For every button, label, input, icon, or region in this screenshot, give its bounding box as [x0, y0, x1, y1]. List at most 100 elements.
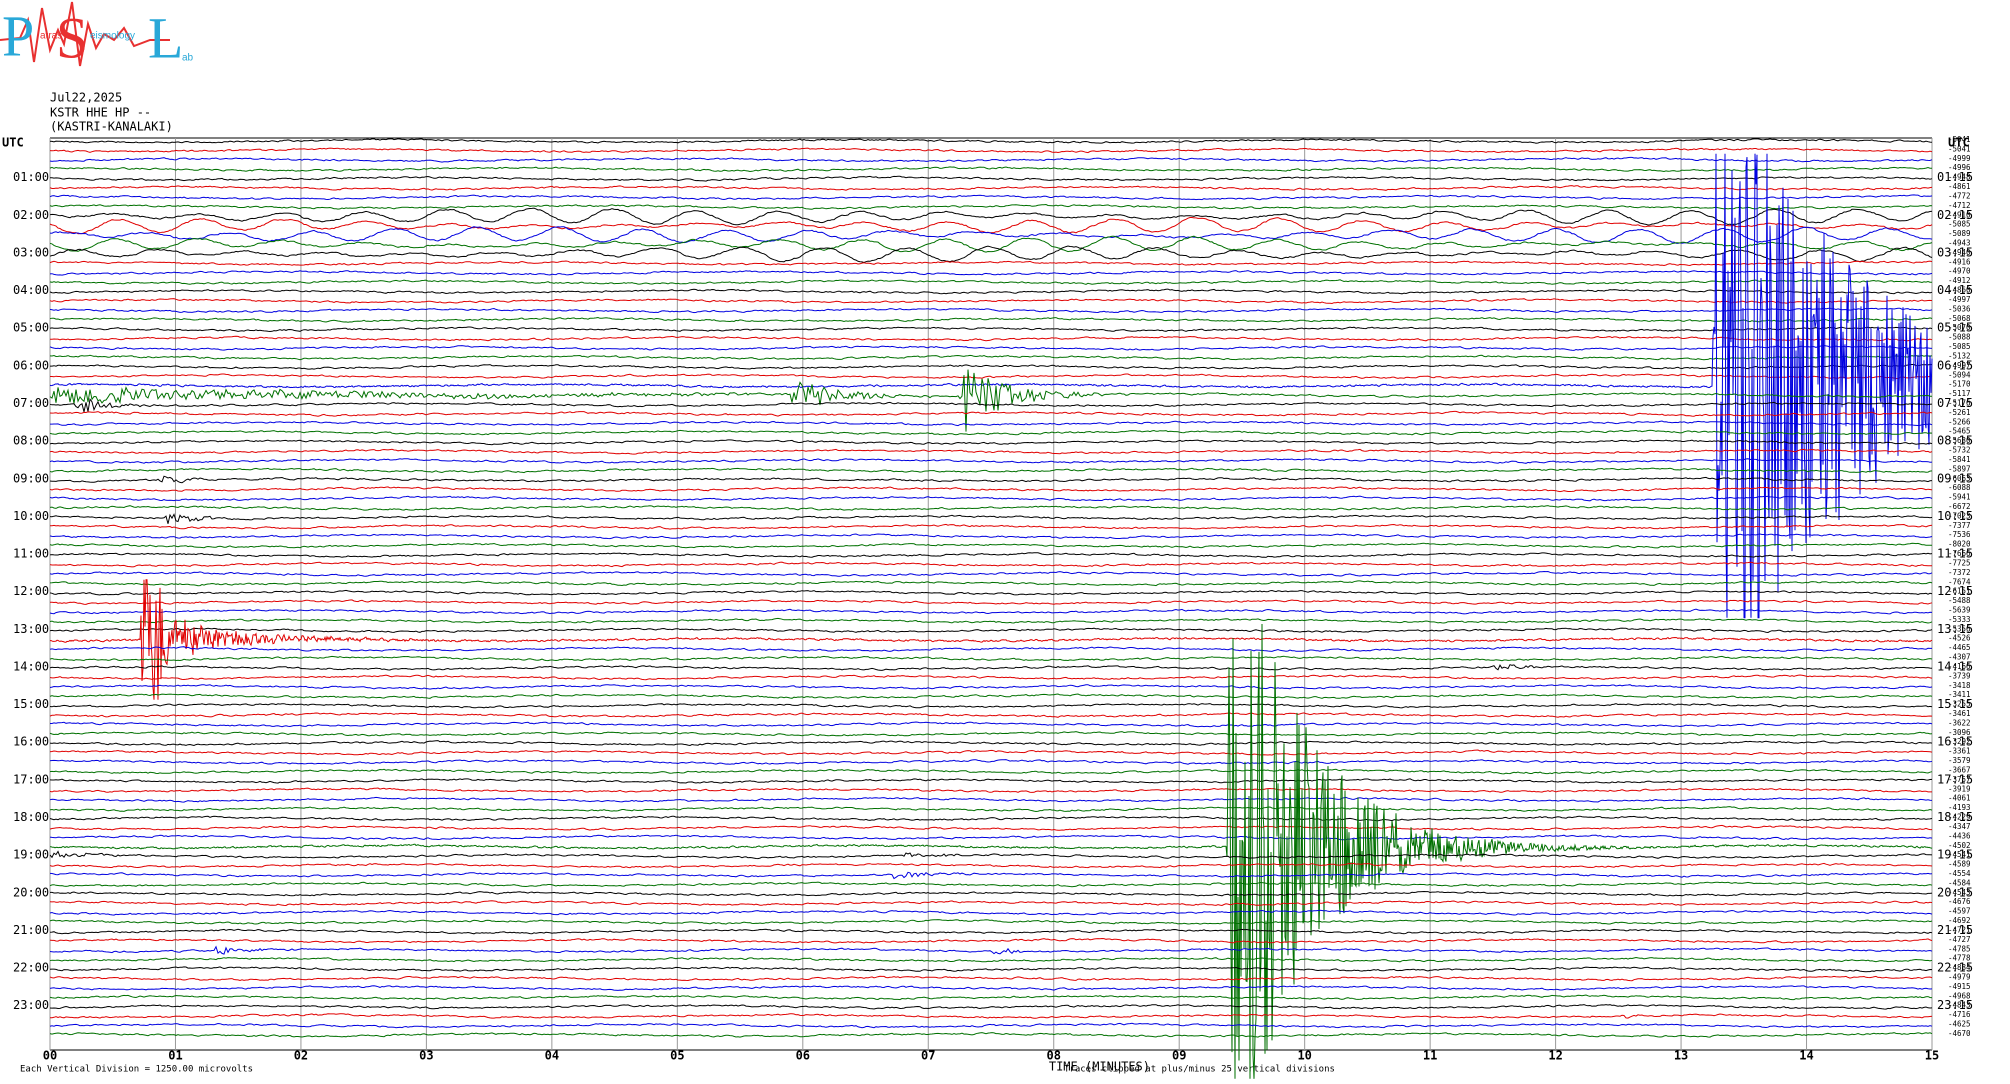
trace — [49, 900, 1933, 907]
footer-scale: Each Vertical Division = 1250.00 microvo… — [20, 1065, 253, 1075]
hour-label-left: 01:00 — [13, 170, 49, 184]
trace-offset: -4861 — [1948, 182, 1971, 191]
trace-offset: -5041 — [1948, 144, 1971, 153]
hour-label-right: 12:15 — [1937, 584, 1973, 598]
hour-label-left: 20:00 — [13, 885, 49, 899]
trace-offset: -5132 — [1948, 351, 1971, 360]
trace — [49, 824, 1932, 831]
trace-offset: -5094 — [1948, 370, 1971, 379]
trace-offset: -5036 — [1948, 304, 1971, 313]
hour-label-left: 02:00 — [13, 208, 49, 222]
hour-label-left: 13:00 — [13, 622, 49, 636]
trace — [50, 175, 1933, 182]
x-tick-label: 06 — [796, 1049, 810, 1063]
hour-label-left: 10:00 — [13, 509, 49, 523]
hour-label-right: 22:15 — [1937, 961, 1973, 975]
hour-label-right: 23:15 — [1937, 998, 1973, 1012]
x-tick-label: 13 — [1674, 1049, 1688, 1063]
trace-offset: -5117 — [1948, 389, 1971, 398]
trace-offset: -6151 — [1948, 587, 1971, 596]
trace — [49, 316, 1933, 323]
hour-label-right: 02:15 — [1937, 208, 1973, 222]
trace-offset: -3739 — [1948, 671, 1971, 680]
trace-offset: -7674 — [1948, 577, 1971, 586]
trace — [49, 486, 1933, 493]
trace-offset: -4193 — [1948, 803, 1971, 812]
trace-offset: -6088 — [1948, 483, 1971, 492]
trace — [49, 579, 1933, 700]
trace-offset: -5639 — [1948, 606, 1971, 615]
x-tick-label: 09 — [1172, 1049, 1186, 1063]
trace — [50, 373, 1933, 380]
trace — [49, 245, 1933, 264]
trace-offset: -4910 — [1948, 210, 1971, 219]
footer-clip: Traces clipped at plus/minus 25 vertical… — [1064, 1065, 1335, 1075]
x-tick-label: 11 — [1423, 1049, 1437, 1063]
trace-offset: -4884 — [1948, 963, 1971, 972]
trace — [49, 881, 1933, 888]
trace-offset: -8020 — [1948, 540, 1971, 549]
trace-offset: -4785 — [1948, 944, 1971, 953]
trace-offset: -4061 — [1948, 794, 1971, 803]
trace — [49, 796, 1933, 803]
trace — [49, 664, 1933, 671]
trace-offset: -5897 — [1948, 464, 1971, 473]
trace-offset: -4589 — [1948, 860, 1971, 869]
trace — [50, 721, 1933, 728]
trace-offset: -4526 — [1948, 634, 1971, 643]
trace-offset: -4716 — [1948, 1010, 1971, 1019]
trace — [49, 937, 1933, 944]
trace — [49, 684, 1933, 690]
hour-label-left: 18:00 — [13, 810, 49, 824]
trace — [49, 397, 1933, 413]
left-title: UTC — [2, 136, 24, 150]
trace — [49, 693, 1933, 699]
x-tick-label: 02 — [294, 1049, 308, 1063]
trace-offset: -4541 — [1948, 850, 1971, 859]
x-tick-label: 01 — [168, 1049, 182, 1063]
trace — [49, 153, 1933, 619]
trace — [50, 623, 1933, 1079]
logo-letter: P — [2, 3, 34, 68]
trace-offset: -4721 — [1948, 925, 1971, 934]
trace-offset: -4943 — [1948, 239, 1971, 248]
x-tick-label: 03 — [419, 1049, 433, 1063]
trace-offset: -4997 — [1948, 295, 1971, 304]
x-tick-label: 14 — [1799, 1049, 1813, 1063]
trace-offset: -7725 — [1948, 558, 1971, 567]
trace-offset: -3667 — [1948, 765, 1971, 774]
trace — [49, 909, 1933, 916]
trace-offset: -4712 — [1948, 201, 1971, 210]
trace — [49, 862, 1933, 869]
trace — [49, 759, 1933, 765]
trace — [49, 467, 1933, 474]
x-tick-label: 05 — [670, 1049, 684, 1063]
trace-offset: -5068 — [1948, 314, 1971, 323]
trace-offset: -3579 — [1948, 756, 1971, 765]
trace-offset: -5488 — [1948, 596, 1971, 605]
hour-label-right: 18:15 — [1937, 810, 1973, 824]
hour-label-right: 17:15 — [1937, 772, 1973, 786]
hour-label-left: 21:00 — [13, 923, 49, 937]
trace — [49, 1022, 1933, 1029]
trace — [49, 627, 1933, 634]
trace-offset: -4347 — [1948, 822, 1971, 831]
trace-offset: -4307 — [1948, 653, 1971, 662]
trace-offset: -4229 — [1948, 813, 1971, 822]
trace — [49, 966, 1933, 973]
trace — [49, 410, 1933, 417]
trace-offset: -4554 — [1948, 869, 1971, 878]
hour-label-left: 16:00 — [13, 735, 49, 749]
trace — [49, 617, 1933, 624]
trace-offset: -5333 — [1948, 615, 1971, 624]
hour-label-left: 23:00 — [13, 998, 49, 1012]
trace — [49, 975, 1933, 982]
trace — [49, 369, 1933, 432]
trace — [49, 806, 1933, 813]
trace — [49, 608, 1933, 615]
trace — [49, 335, 1933, 342]
trace — [49, 448, 1933, 455]
header-date: Jul22,2025 — [50, 91, 122, 105]
logo-squiggle — [0, 1, 170, 67]
trace — [49, 570, 1933, 577]
